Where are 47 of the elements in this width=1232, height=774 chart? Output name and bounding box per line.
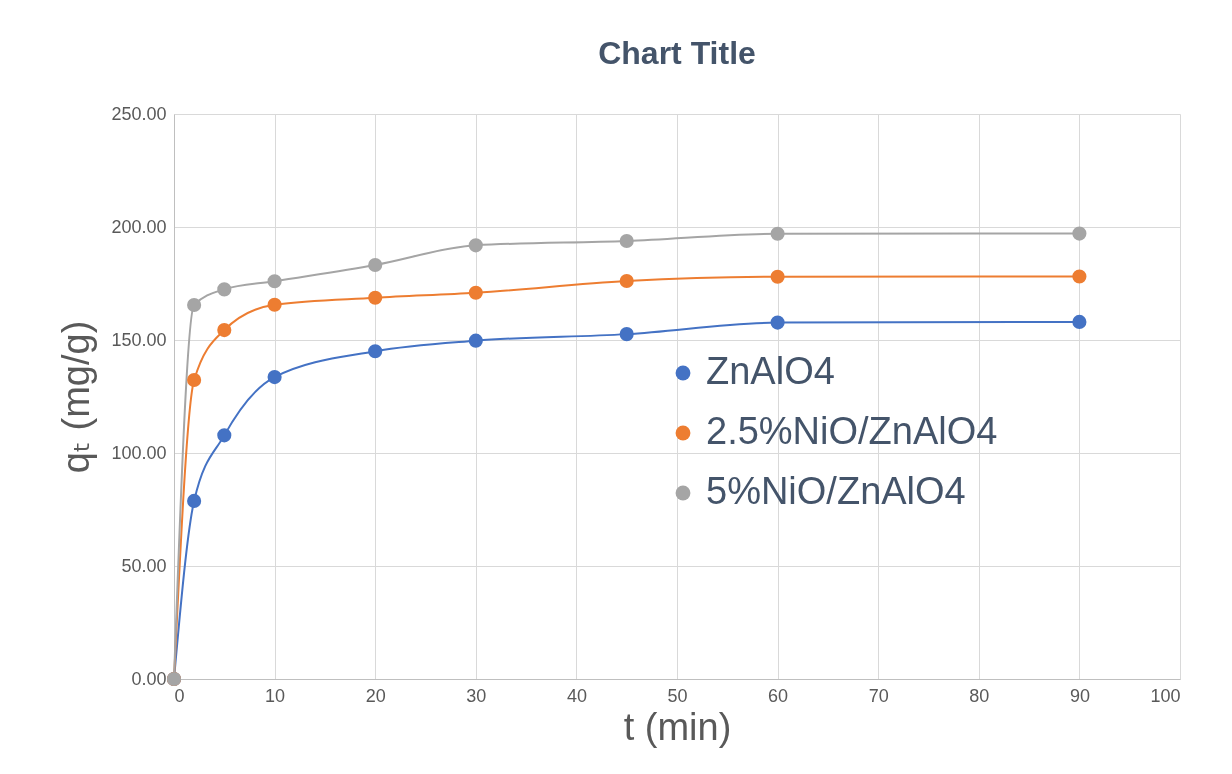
x-tick-label: 50 (667, 685, 688, 706)
x-tick-label: 40 (566, 685, 587, 706)
x-tick-label: 0 (174, 685, 185, 706)
x-tick-label: 20 (365, 685, 386, 706)
point (368, 290, 383, 305)
legend-label: 2.5%NiO/ZnAlO4 (706, 410, 998, 452)
point (217, 428, 232, 443)
point (368, 344, 383, 359)
point (368, 257, 383, 273)
x-tick-label: 100 (1150, 685, 1181, 706)
y-tick-label: 250.00 (111, 103, 167, 124)
x-tick-label: 10 (265, 685, 286, 706)
point (267, 274, 282, 289)
x-tick-label: 70 (868, 685, 889, 706)
point (468, 333, 483, 348)
point (187, 372, 202, 388)
chart-title: Chart Title (598, 35, 756, 71)
point (187, 297, 202, 313)
x-tick-label: 30 (466, 685, 487, 706)
point (468, 238, 483, 253)
x-tick-label: 60 (768, 685, 789, 706)
point (1072, 226, 1087, 241)
point (770, 269, 785, 284)
y-tick-label: 0.00 (131, 668, 167, 689)
x-axis-title: t (min) (623, 705, 732, 748)
point (770, 226, 785, 241)
point (468, 285, 483, 300)
point (217, 323, 232, 338)
x-tick-label: 80 (969, 685, 990, 706)
y-axis-title: qₜ (mg/g) (55, 320, 98, 474)
point (267, 297, 282, 312)
point (619, 273, 634, 289)
y-tick-label: 100.00 (111, 442, 167, 463)
point (770, 315, 785, 330)
y-tick-label: 50.00 (121, 555, 167, 576)
point (217, 282, 232, 297)
point (1072, 314, 1087, 329)
y-tick-label: 150.00 (111, 329, 167, 350)
point (619, 327, 634, 342)
legend-label: ZnAlO4 (706, 350, 835, 392)
legend-label: 5%NiO/ZnAlO4 (706, 470, 966, 512)
point (619, 233, 634, 249)
point (267, 370, 282, 385)
point (1072, 269, 1087, 284)
y-tick-label: 200.00 (111, 216, 167, 237)
point (187, 493, 202, 508)
x-tick-label: 90 (1069, 685, 1090, 706)
